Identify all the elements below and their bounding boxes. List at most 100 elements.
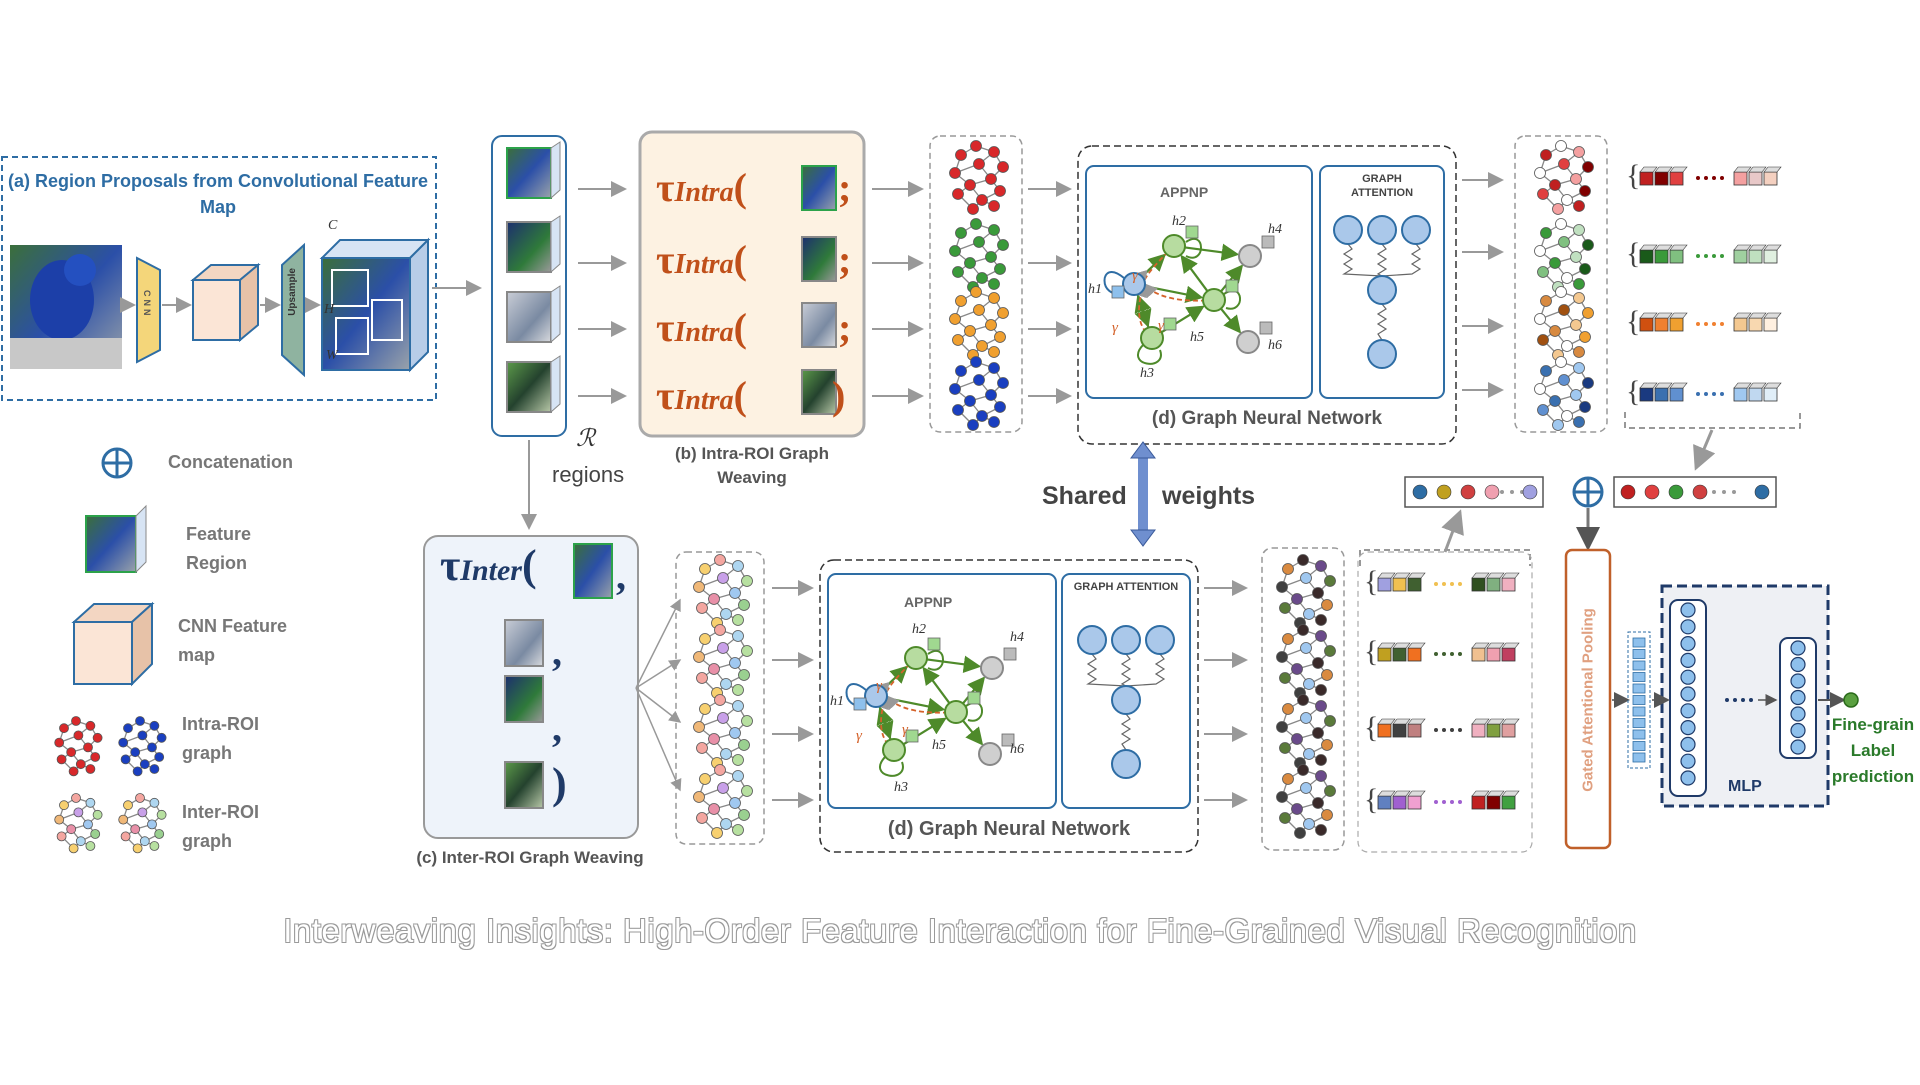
graph-node — [994, 401, 1006, 413]
graph-attention-label-upper: GRAPH ATTENTION — [1350, 173, 1414, 199]
panel-a-title: (a) Region Proposals from Convolutional … — [7, 171, 429, 217]
graph-node — [73, 807, 84, 818]
feature-cube-top — [1748, 166, 1767, 173]
graph-node — [720, 748, 732, 760]
gnn-node-h4 — [980, 656, 1004, 680]
intra-graph-blue — [949, 356, 1009, 431]
concat-row — [1404, 476, 1777, 508]
ellipsis-dot — [1458, 652, 1462, 656]
mlp-input-node — [1680, 652, 1696, 669]
ellipsis-dot — [1510, 490, 1514, 494]
pooled-vector — [1627, 631, 1651, 769]
feature-cube-top — [1377, 572, 1396, 579]
feature-cube — [1748, 387, 1763, 402]
inter-comma-1: , — [616, 553, 626, 598]
feature-cube — [1639, 317, 1654, 332]
graph-node — [693, 581, 705, 593]
gnn-node-h3 — [882, 738, 906, 762]
graph-node — [1312, 587, 1324, 599]
ellipsis-dot — [1442, 582, 1446, 586]
graph-node — [1561, 410, 1573, 422]
feature-cube — [1486, 577, 1501, 592]
graph-node — [720, 818, 732, 830]
feature-cube — [1407, 647, 1422, 662]
ellipsis-dot — [1450, 800, 1454, 804]
tau-inter: τInter( — [440, 541, 537, 590]
gnn-node-h6 — [1236, 330, 1260, 354]
graph-node — [1570, 251, 1582, 263]
graph-node — [1573, 416, 1585, 428]
graph-node — [699, 563, 711, 575]
cnn-label: CNN — [142, 290, 152, 319]
graph-node — [1315, 700, 1327, 712]
graph-node — [988, 278, 1000, 290]
brace: { — [1626, 305, 1640, 338]
graph-node — [696, 602, 708, 614]
graph-node — [1579, 185, 1591, 197]
inter-output-graph-2 — [1276, 624, 1336, 699]
graph-node — [952, 404, 964, 416]
brace: { — [1626, 375, 1640, 408]
graph-node — [1558, 236, 1570, 248]
graph-node — [1297, 554, 1309, 566]
graph-node — [967, 419, 979, 431]
graph-node — [56, 831, 67, 842]
graph-node — [696, 672, 708, 684]
graph-node — [120, 831, 131, 842]
graph-node — [708, 593, 720, 605]
attention-edge — [1381, 243, 1422, 277]
graph-node — [720, 678, 732, 690]
graph-node — [988, 416, 1000, 428]
attention-node — [1333, 215, 1363, 245]
feature-cube-top — [1733, 312, 1752, 319]
feature-cube — [1639, 249, 1654, 264]
gnn-caption-lower: (d) Graph Neural Network — [887, 818, 1131, 840]
graph-node — [1540, 365, 1552, 377]
ellipsis-dot — [1712, 254, 1716, 258]
graph-node — [135, 716, 145, 726]
arrows-inter-graphs-to-gnn — [772, 580, 814, 808]
pooled-vector-cell — [1632, 695, 1646, 705]
gnn-self-loop — [1185, 238, 1202, 259]
feature-cube — [1501, 577, 1516, 592]
graph-node — [1321, 809, 1333, 821]
concat-dot-right — [1754, 484, 1770, 500]
gnn-self-loop — [927, 650, 944, 671]
gnn-lower — [819, 559, 1199, 853]
graph-node — [1582, 307, 1594, 319]
graph-node — [1312, 657, 1324, 669]
graph-node — [1282, 633, 1294, 645]
feature-cube — [1407, 577, 1422, 592]
ellipsis-dot — [1704, 322, 1708, 326]
graph-node — [1315, 560, 1327, 572]
graph-node — [1297, 764, 1309, 776]
ellipsis-dot — [1712, 392, 1716, 396]
inter-output-graph-set — [1276, 554, 1336, 839]
attention-node — [1111, 625, 1141, 655]
graph-node — [741, 785, 753, 797]
ellipsis-dot — [1704, 254, 1708, 258]
intra-feature-rows: {{{{ — [1626, 159, 1782, 408]
graph-node — [976, 272, 988, 284]
feature-cube — [1392, 795, 1407, 810]
graph-node — [66, 824, 77, 835]
gnn-node-h6 — [978, 742, 1002, 766]
feature-cube-top — [1471, 718, 1490, 725]
graph-node — [988, 292, 1000, 304]
ellipsis-dot — [1720, 176, 1724, 180]
ellipsis-dot — [1450, 728, 1454, 732]
graph-node — [1540, 227, 1552, 239]
arrows-intra-graphs-to-gnn — [1028, 181, 1072, 404]
graph-node — [949, 167, 961, 179]
feature-cube-top — [1733, 244, 1752, 251]
graph-node — [1315, 754, 1327, 766]
graph-node — [137, 730, 148, 741]
graph-node — [73, 730, 84, 741]
mlp-input-node — [1680, 703, 1696, 719]
feature-cube — [1471, 723, 1486, 738]
panel-a — [1, 156, 437, 401]
graph-node — [1537, 188, 1549, 200]
graph-node — [732, 560, 744, 572]
feature-cube — [1763, 249, 1778, 264]
feature-cube-top — [1501, 718, 1520, 725]
